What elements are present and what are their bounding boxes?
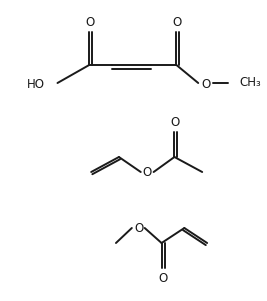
Text: O: O	[134, 222, 143, 234]
Text: O: O	[158, 272, 167, 284]
Text: HO: HO	[27, 79, 45, 92]
Text: O: O	[202, 79, 211, 92]
Text: O: O	[173, 15, 182, 29]
Text: O: O	[85, 15, 95, 29]
Text: O: O	[171, 116, 180, 129]
Text: CH₃: CH₃	[240, 76, 262, 89]
Text: O: O	[142, 166, 151, 178]
